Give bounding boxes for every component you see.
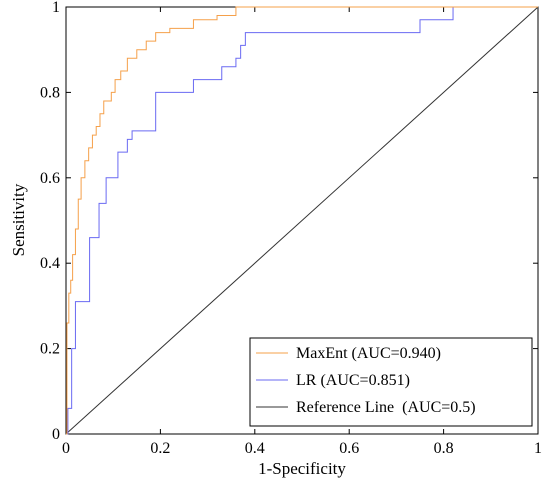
y-tick-label: 0.2 xyxy=(40,341,60,358)
x-axis-label: 1-Specificity xyxy=(258,459,346,478)
x-tick-label: 0.6 xyxy=(339,440,359,457)
legend-label-reference: Reference Line (AUC=0.5) xyxy=(296,399,476,416)
y-axis-label: Sensitivity xyxy=(9,183,28,256)
x-tick-label: 1 xyxy=(534,440,542,457)
legend-box xyxy=(249,337,533,427)
legend-label-maxent: MaxEnt (AUC=0.940) xyxy=(296,345,441,362)
series-line-reference xyxy=(65,6,539,435)
y-tick-label: 0.4 xyxy=(40,255,60,272)
x-tick-label: 0.2 xyxy=(150,440,170,457)
x-axis-ticks: 0 0.2 0.4 0.6 0.8 1 xyxy=(62,7,542,457)
y-tick-label: 1 xyxy=(52,0,60,16)
legend-label-lr: LR (AUC=0.851) xyxy=(296,372,410,389)
y-tick-label: 0.8 xyxy=(40,84,60,101)
y-tick-label: 0 xyxy=(52,426,60,443)
series-line-lr xyxy=(66,6,538,435)
x-tick-label: 0 xyxy=(62,440,70,457)
x-tick-label: 0.4 xyxy=(245,440,265,457)
series-line-maxent xyxy=(66,6,538,435)
x-tick-label: 0.8 xyxy=(434,440,454,457)
y-axis-ticks: 0 0.2 0.4 0.6 0.8 1 xyxy=(40,0,538,443)
series-layer xyxy=(65,6,539,435)
legend: MaxEnt (AUC=0.940) LR (AUC=0.851) Refere… xyxy=(249,337,533,427)
y-tick-label: 0.6 xyxy=(40,170,60,187)
